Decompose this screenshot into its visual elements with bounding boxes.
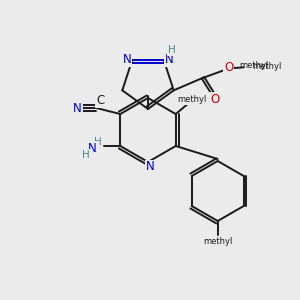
Text: N: N (164, 53, 173, 66)
Text: H: H (82, 150, 90, 160)
Text: O: O (224, 61, 233, 74)
Text: methyl: methyl (177, 95, 206, 104)
Text: N: N (73, 101, 82, 115)
Text: H: H (168, 45, 176, 55)
Text: C: C (96, 94, 104, 107)
Text: O: O (210, 93, 219, 106)
Text: methyl: methyl (240, 61, 269, 70)
Text: N: N (123, 53, 131, 66)
Text: N: N (88, 142, 97, 154)
Text: methyl: methyl (203, 238, 232, 247)
Text: methyl: methyl (253, 62, 282, 71)
Text: H: H (94, 137, 102, 147)
Text: N: N (146, 160, 154, 173)
